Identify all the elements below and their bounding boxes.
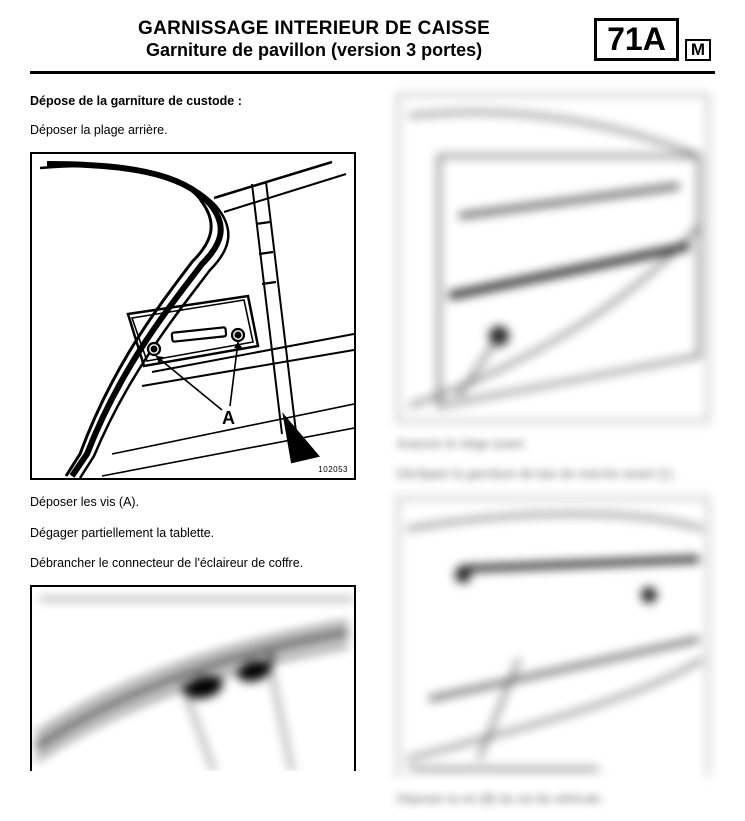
blurred-figure-2-partial [397,497,709,777]
page-header: GARNISSAGE INTERIEUR DE CAISSE Garniture… [30,18,715,74]
section-code-box: 71A [594,18,679,61]
header-subtitle: Garniture de pavillon (version 3 portes) [34,40,594,61]
step-text: Dégager partiellement la tablette. [30,525,375,541]
blurred-text: Déposer la vis (B) du sol du véhicule. [397,791,715,807]
blurred-text: Déclipper la garniture de bas de marche … [397,466,715,482]
figure-2-partial [30,585,356,771]
header-titles: GARNISSAGE INTERIEUR DE CAISSE Garniture… [34,18,594,61]
step-text: Débrancher le connecteur de l'éclaireur … [30,555,375,571]
section-heading: Dépose de la garniture de custode : [30,94,375,108]
figure-1: A 102053 [30,152,356,480]
step-text: Déposer les vis (A). [30,494,375,510]
step-text: Déposer la plage arrière. [30,122,375,138]
header-right-group: 71A M [594,18,711,61]
document-page: GARNISSAGE INTERIEUR DE CAISSE Garniture… [0,0,745,821]
left-column: Dépose de la garniture de custode : Dépo… [30,94,375,821]
content-columns: Dépose de la garniture de custode : Dépo… [30,94,715,821]
header-title: GARNISSAGE INTERIEUR DE CAISSE [34,18,594,40]
figure-id: 102053 [318,465,348,474]
blurred-text: Avancer le siège avant. [397,436,715,452]
marker-box: M [685,39,711,62]
right-column: Avancer le siège avant. Déclipper la gar… [397,94,715,821]
blurred-figure-1 [397,94,709,422]
figure-label-A: A [222,408,235,428]
